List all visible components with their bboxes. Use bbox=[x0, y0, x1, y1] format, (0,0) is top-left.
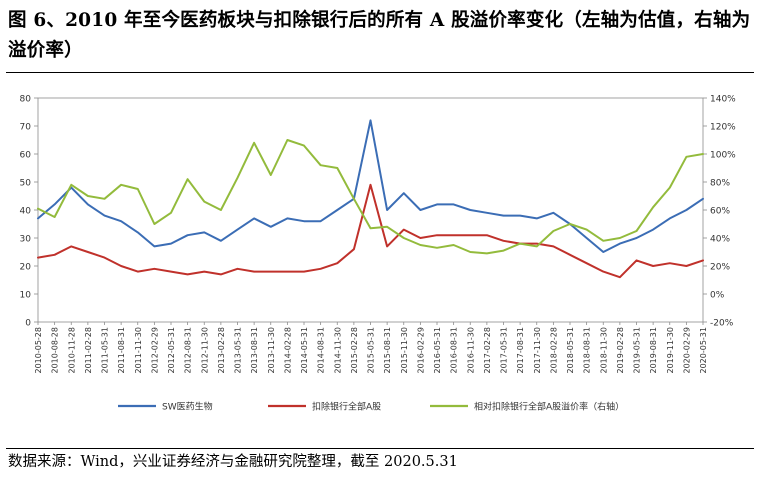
x-tick-label: 2010-08-28 bbox=[51, 327, 60, 374]
y-left-tick-label: 60 bbox=[20, 151, 32, 161]
x-tick-label: 2017-11-30 bbox=[533, 327, 542, 374]
figure-title: 图 6、2010 年至今医药板块与扣除银行后的所有 A 股溢价率变化（左轴为估值… bbox=[8, 10, 751, 61]
y-right-tick-label: 80% bbox=[710, 179, 730, 189]
x-tick-label: 2020-05-31 bbox=[699, 327, 708, 374]
x-tick-label: 2013-08-31 bbox=[250, 327, 259, 374]
x-tick-label: 2015-05-31 bbox=[367, 327, 376, 374]
x-tick-label: 2019-11-30 bbox=[666, 327, 675, 374]
x-tick-label: 2017-05-31 bbox=[500, 327, 509, 374]
chart-axes: 0 10 20 30 40 50 60 70 80 -20% 0% 20% 40% 60% 80% 100% 1… bbox=[20, 95, 737, 374]
x-tick-label: 2018-08-31 bbox=[583, 327, 592, 374]
series-line-3 bbox=[37, 139, 704, 255]
x-tick-label: 2014-05-31 bbox=[300, 327, 309, 374]
legend-label-2: 扣除银行全部A股 bbox=[312, 401, 381, 413]
x-tick-label: 2018-02-28 bbox=[549, 327, 558, 374]
x-tick-label: 2014-02-28 bbox=[283, 327, 292, 374]
y-right-tick-label: 60% bbox=[710, 207, 730, 217]
x-tick-label: 2019-02-28 bbox=[616, 327, 625, 374]
x-tick-label: 2010-11-28 bbox=[67, 327, 76, 374]
chart-legend: SW医药生物 扣除银行全部A股 相对扣除银行全部A股溢价率（右轴） bbox=[118, 401, 624, 413]
y-right-tick-label: 120% bbox=[710, 123, 736, 133]
series-line-2 bbox=[37, 183, 704, 279]
legend-label-3: 相对扣除银行全部A股溢价率（右轴） bbox=[474, 401, 624, 413]
y-left-tick-label: 40 bbox=[20, 207, 32, 217]
series-line-1 bbox=[37, 119, 704, 253]
chart-series bbox=[37, 119, 704, 279]
y-left-tick-label: 70 bbox=[20, 123, 32, 133]
x-tick-label: 2012-11-30 bbox=[200, 327, 209, 374]
x-tick-label: 2019-05-31 bbox=[633, 327, 642, 374]
x-tick-label: 2017-08-31 bbox=[516, 327, 525, 374]
x-tick-label: 2018-11-30 bbox=[599, 327, 608, 374]
x-tick-label: 2012-05-31 bbox=[167, 327, 176, 374]
y-right-tick-label: 20% bbox=[710, 263, 730, 273]
x-tick-label: 2011-02-28 bbox=[84, 327, 93, 374]
x-tick-label: 2018-05-31 bbox=[566, 327, 575, 374]
x-tick-label: 2015-02-28 bbox=[350, 327, 359, 374]
x-tick-label: 2015-11-30 bbox=[400, 327, 409, 374]
x-tick-label: 2013-05-31 bbox=[234, 327, 243, 374]
y-left-tick-label: 30 bbox=[20, 235, 32, 245]
x-tick-label: 2016-08-31 bbox=[450, 327, 459, 374]
x-tick-label: 2016-05-31 bbox=[433, 327, 442, 374]
x-tick-label: 2015-08-31 bbox=[383, 327, 392, 374]
x-tick-label: 2013-11-30 bbox=[267, 327, 276, 374]
x-tick-label: 2016-11-30 bbox=[466, 327, 475, 374]
x-tick-label: 2020-02-29 bbox=[682, 327, 691, 374]
line-chart: 0 10 20 30 40 50 60 70 80 -20% 0% 20% 40% 60% 80% 100% 1… bbox=[20, 95, 737, 413]
x-tick-label: 2014-08-31 bbox=[317, 327, 326, 374]
y-right-tick-label: 100% bbox=[710, 151, 736, 161]
y-left-tick-label: 0 bbox=[25, 319, 31, 329]
y-right-tick-label: 0% bbox=[710, 291, 725, 301]
x-tick-label: 2011-08-31 bbox=[117, 327, 126, 374]
y-right-tick-label: 140% bbox=[710, 95, 736, 105]
x-tick-label: 2012-02-29 bbox=[150, 327, 159, 374]
title-rule bbox=[6, 72, 754, 73]
x-tick-label: 2017-02-28 bbox=[483, 327, 492, 374]
y-left-tick-label: 20 bbox=[20, 263, 32, 273]
x-tick-label: 2013-02-28 bbox=[217, 327, 226, 374]
y-right-tick-label: -20% bbox=[710, 319, 734, 329]
y-left-tick-label: 50 bbox=[20, 179, 32, 189]
legend-label-1: SW医药生物 bbox=[162, 401, 213, 413]
x-tick-label: 2014-11-30 bbox=[333, 327, 342, 374]
x-tick-label: 2012-08-31 bbox=[184, 327, 193, 374]
plot-area-border bbox=[37, 97, 704, 323]
x-tick-label: 2011-05-31 bbox=[101, 327, 110, 374]
y-left-tick-label: 10 bbox=[20, 291, 32, 301]
data-source-note: 数据来源：Wind，兴业证券经济与金融研究院整理，截至 2020.5.31 bbox=[8, 454, 458, 470]
x-tick-label: 2019-08-31 bbox=[649, 327, 658, 374]
x-tick-label: 2011-11-30 bbox=[134, 327, 143, 374]
x-tick-label: 2016-02-29 bbox=[416, 327, 425, 374]
source-rule bbox=[6, 448, 754, 449]
x-tick-label: 2010-05-28 bbox=[34, 327, 43, 374]
y-right-tick-label: 40% bbox=[710, 235, 730, 245]
y-left-tick-label: 80 bbox=[20, 95, 32, 105]
